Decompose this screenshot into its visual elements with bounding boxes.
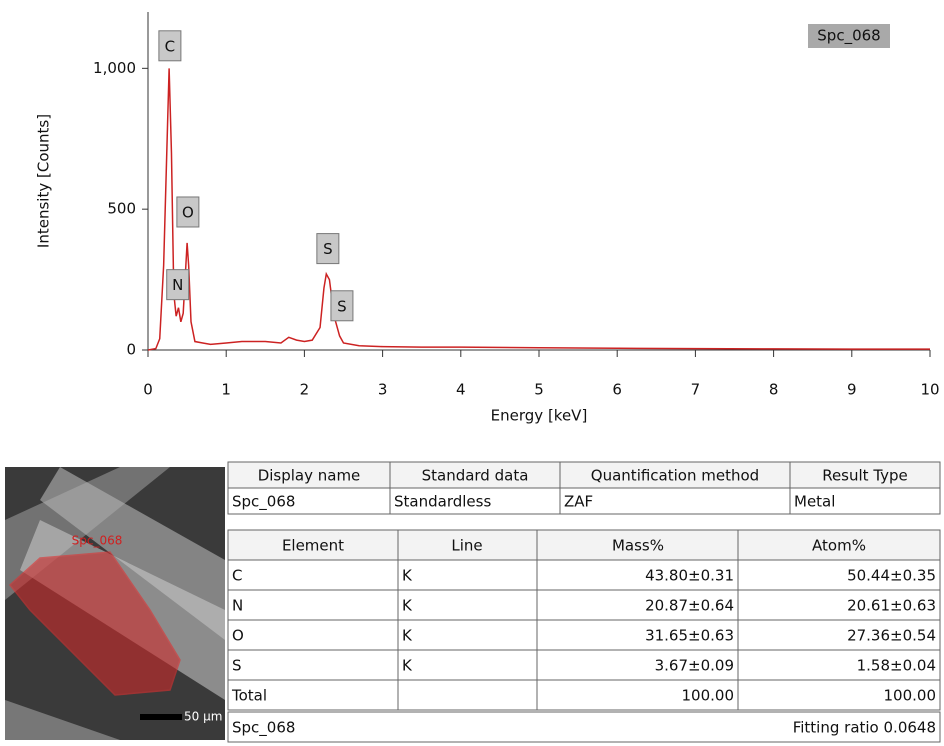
cell bbox=[228, 560, 398, 590]
x-tick-label: 0 bbox=[143, 381, 153, 399]
cell-text: O bbox=[232, 627, 244, 645]
header-text: Line bbox=[451, 537, 482, 555]
peak-label: S bbox=[337, 297, 347, 315]
y-tick-label: 1,000 bbox=[93, 59, 136, 77]
cell-text: 31.65±0.63 bbox=[645, 627, 734, 645]
cell-text: K bbox=[402, 627, 413, 645]
footer-name: Spc_068 bbox=[232, 719, 295, 738]
cell-text: 20.87±0.64 bbox=[645, 597, 734, 615]
x-tick-label: 9 bbox=[847, 381, 857, 399]
cell bbox=[398, 560, 537, 590]
region-label: Spc_068 bbox=[72, 534, 123, 548]
cell-text: N bbox=[232, 597, 243, 615]
cell-text: 20.61±0.63 bbox=[847, 597, 936, 615]
header-text: Mass% bbox=[612, 537, 664, 555]
cell bbox=[228, 620, 398, 650]
cell-text: 3.67±0.09 bbox=[655, 657, 734, 675]
sem-image bbox=[5, 467, 225, 740]
header-text: Element bbox=[282, 537, 344, 555]
y-axis-label: Intensity [Counts] bbox=[35, 114, 53, 248]
cell bbox=[228, 650, 398, 680]
cell-text: K bbox=[402, 567, 413, 585]
y-tick-label: 500 bbox=[107, 200, 136, 218]
cell-text: Total bbox=[231, 687, 267, 705]
cell bbox=[398, 620, 537, 650]
x-tick-label: 1 bbox=[221, 381, 231, 399]
eds-report: Intensity [Counts] Energy [keV] Spc_068 … bbox=[0, 0, 944, 746]
header-text: Result Type bbox=[822, 467, 908, 485]
peak-label: C bbox=[165, 37, 175, 55]
cell-text: K bbox=[402, 597, 413, 615]
cell-text: Standardless bbox=[394, 493, 491, 511]
cell-text: 100.00 bbox=[682, 687, 735, 705]
header-text: Atom% bbox=[812, 537, 866, 555]
header-text: Quantification method bbox=[591, 467, 759, 485]
x-tick-label: 10 bbox=[920, 381, 939, 399]
x-tick-label: 2 bbox=[300, 381, 310, 399]
x-tick-label: 6 bbox=[612, 381, 622, 399]
cell-text: 43.80±0.31 bbox=[645, 567, 734, 585]
x-axis-label: Energy [keV] bbox=[491, 407, 588, 425]
cell-text: Spc_068 bbox=[232, 493, 295, 512]
spectrum-line bbox=[148, 68, 930, 350]
peak-label: N bbox=[172, 276, 183, 294]
cell-text: ZAF bbox=[564, 493, 593, 511]
cell-text: 50.44±0.35 bbox=[847, 567, 936, 585]
cell-text: 27.36±0.54 bbox=[847, 627, 936, 645]
header-text: Standard data bbox=[422, 467, 529, 485]
peak-label: O bbox=[182, 203, 194, 221]
cell bbox=[398, 590, 537, 620]
x-tick-label: 4 bbox=[456, 381, 466, 399]
cell bbox=[398, 680, 537, 710]
header-text: Display name bbox=[258, 467, 361, 485]
cell-text: S bbox=[232, 657, 242, 675]
cell-text: C bbox=[232, 567, 242, 585]
cell bbox=[228, 590, 398, 620]
x-tick-label: 5 bbox=[534, 381, 544, 399]
spectrum-label: Spc_068 bbox=[817, 27, 880, 46]
y-tick-label: 0 bbox=[126, 341, 136, 359]
cell-text: 100.00 bbox=[884, 687, 937, 705]
cell-text: K bbox=[402, 657, 413, 675]
peak-label: S bbox=[323, 240, 333, 258]
cell bbox=[398, 650, 537, 680]
cell-text: Metal bbox=[794, 493, 835, 511]
x-tick-label: 3 bbox=[378, 381, 388, 399]
scale-bar-label: 50 μm bbox=[184, 710, 222, 724]
footer-fitting: Fitting ratio 0.0648 bbox=[793, 719, 936, 737]
cell-text: 1.58±0.04 bbox=[857, 657, 936, 675]
x-tick-label: 7 bbox=[691, 381, 701, 399]
cell bbox=[560, 488, 790, 514]
x-tick-label: 8 bbox=[769, 381, 779, 399]
